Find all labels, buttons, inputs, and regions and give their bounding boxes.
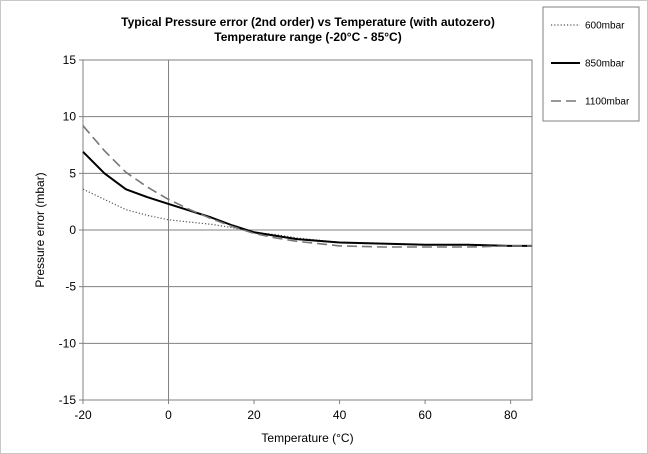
- x-tick-label: -20: [74, 408, 92, 422]
- y-tick-label: -10: [59, 336, 77, 350]
- tick-labels: -15 -10 -5 0 5 10 15 -20 0 20 40 60 80: [59, 53, 518, 422]
- y-tick-label: 10: [63, 110, 77, 124]
- y-tick-label: -5: [65, 280, 76, 294]
- legend-label-600mbar: 600mbar: [585, 21, 625, 32]
- x-tick-label: 0: [165, 408, 172, 422]
- x-tick-label: 40: [333, 408, 347, 422]
- x-axis-title: Temperature (°C): [261, 431, 353, 445]
- legend-label-850mbar: 850mbar: [585, 59, 625, 70]
- series-line-1100mbar: [82, 125, 532, 248]
- series-lines: [82, 125, 532, 248]
- series-line-850mbar: [82, 151, 532, 247]
- legend-label-1100mbar: 1100mbar: [585, 97, 630, 108]
- y-tick-label: 15: [63, 53, 77, 67]
- y-axis-title: Pressure error (mbar): [33, 172, 47, 287]
- grid-lines: [83, 60, 532, 400]
- y-tick-label: -15: [59, 393, 77, 407]
- chart-subtitle: Temperature range (-20°C - 85°C): [214, 30, 401, 44]
- legend: 600mbar 850mbar 1100mbar: [542, 6, 640, 122]
- x-tick-label: 80: [504, 408, 518, 422]
- y-tick-label: 0: [69, 223, 76, 237]
- chart-title: Typical Pressure error (2nd order) vs Te…: [121, 15, 495, 29]
- x-tick-label: 60: [418, 408, 432, 422]
- y-tick-label: 5: [69, 166, 76, 180]
- x-tick-label: 20: [247, 408, 261, 422]
